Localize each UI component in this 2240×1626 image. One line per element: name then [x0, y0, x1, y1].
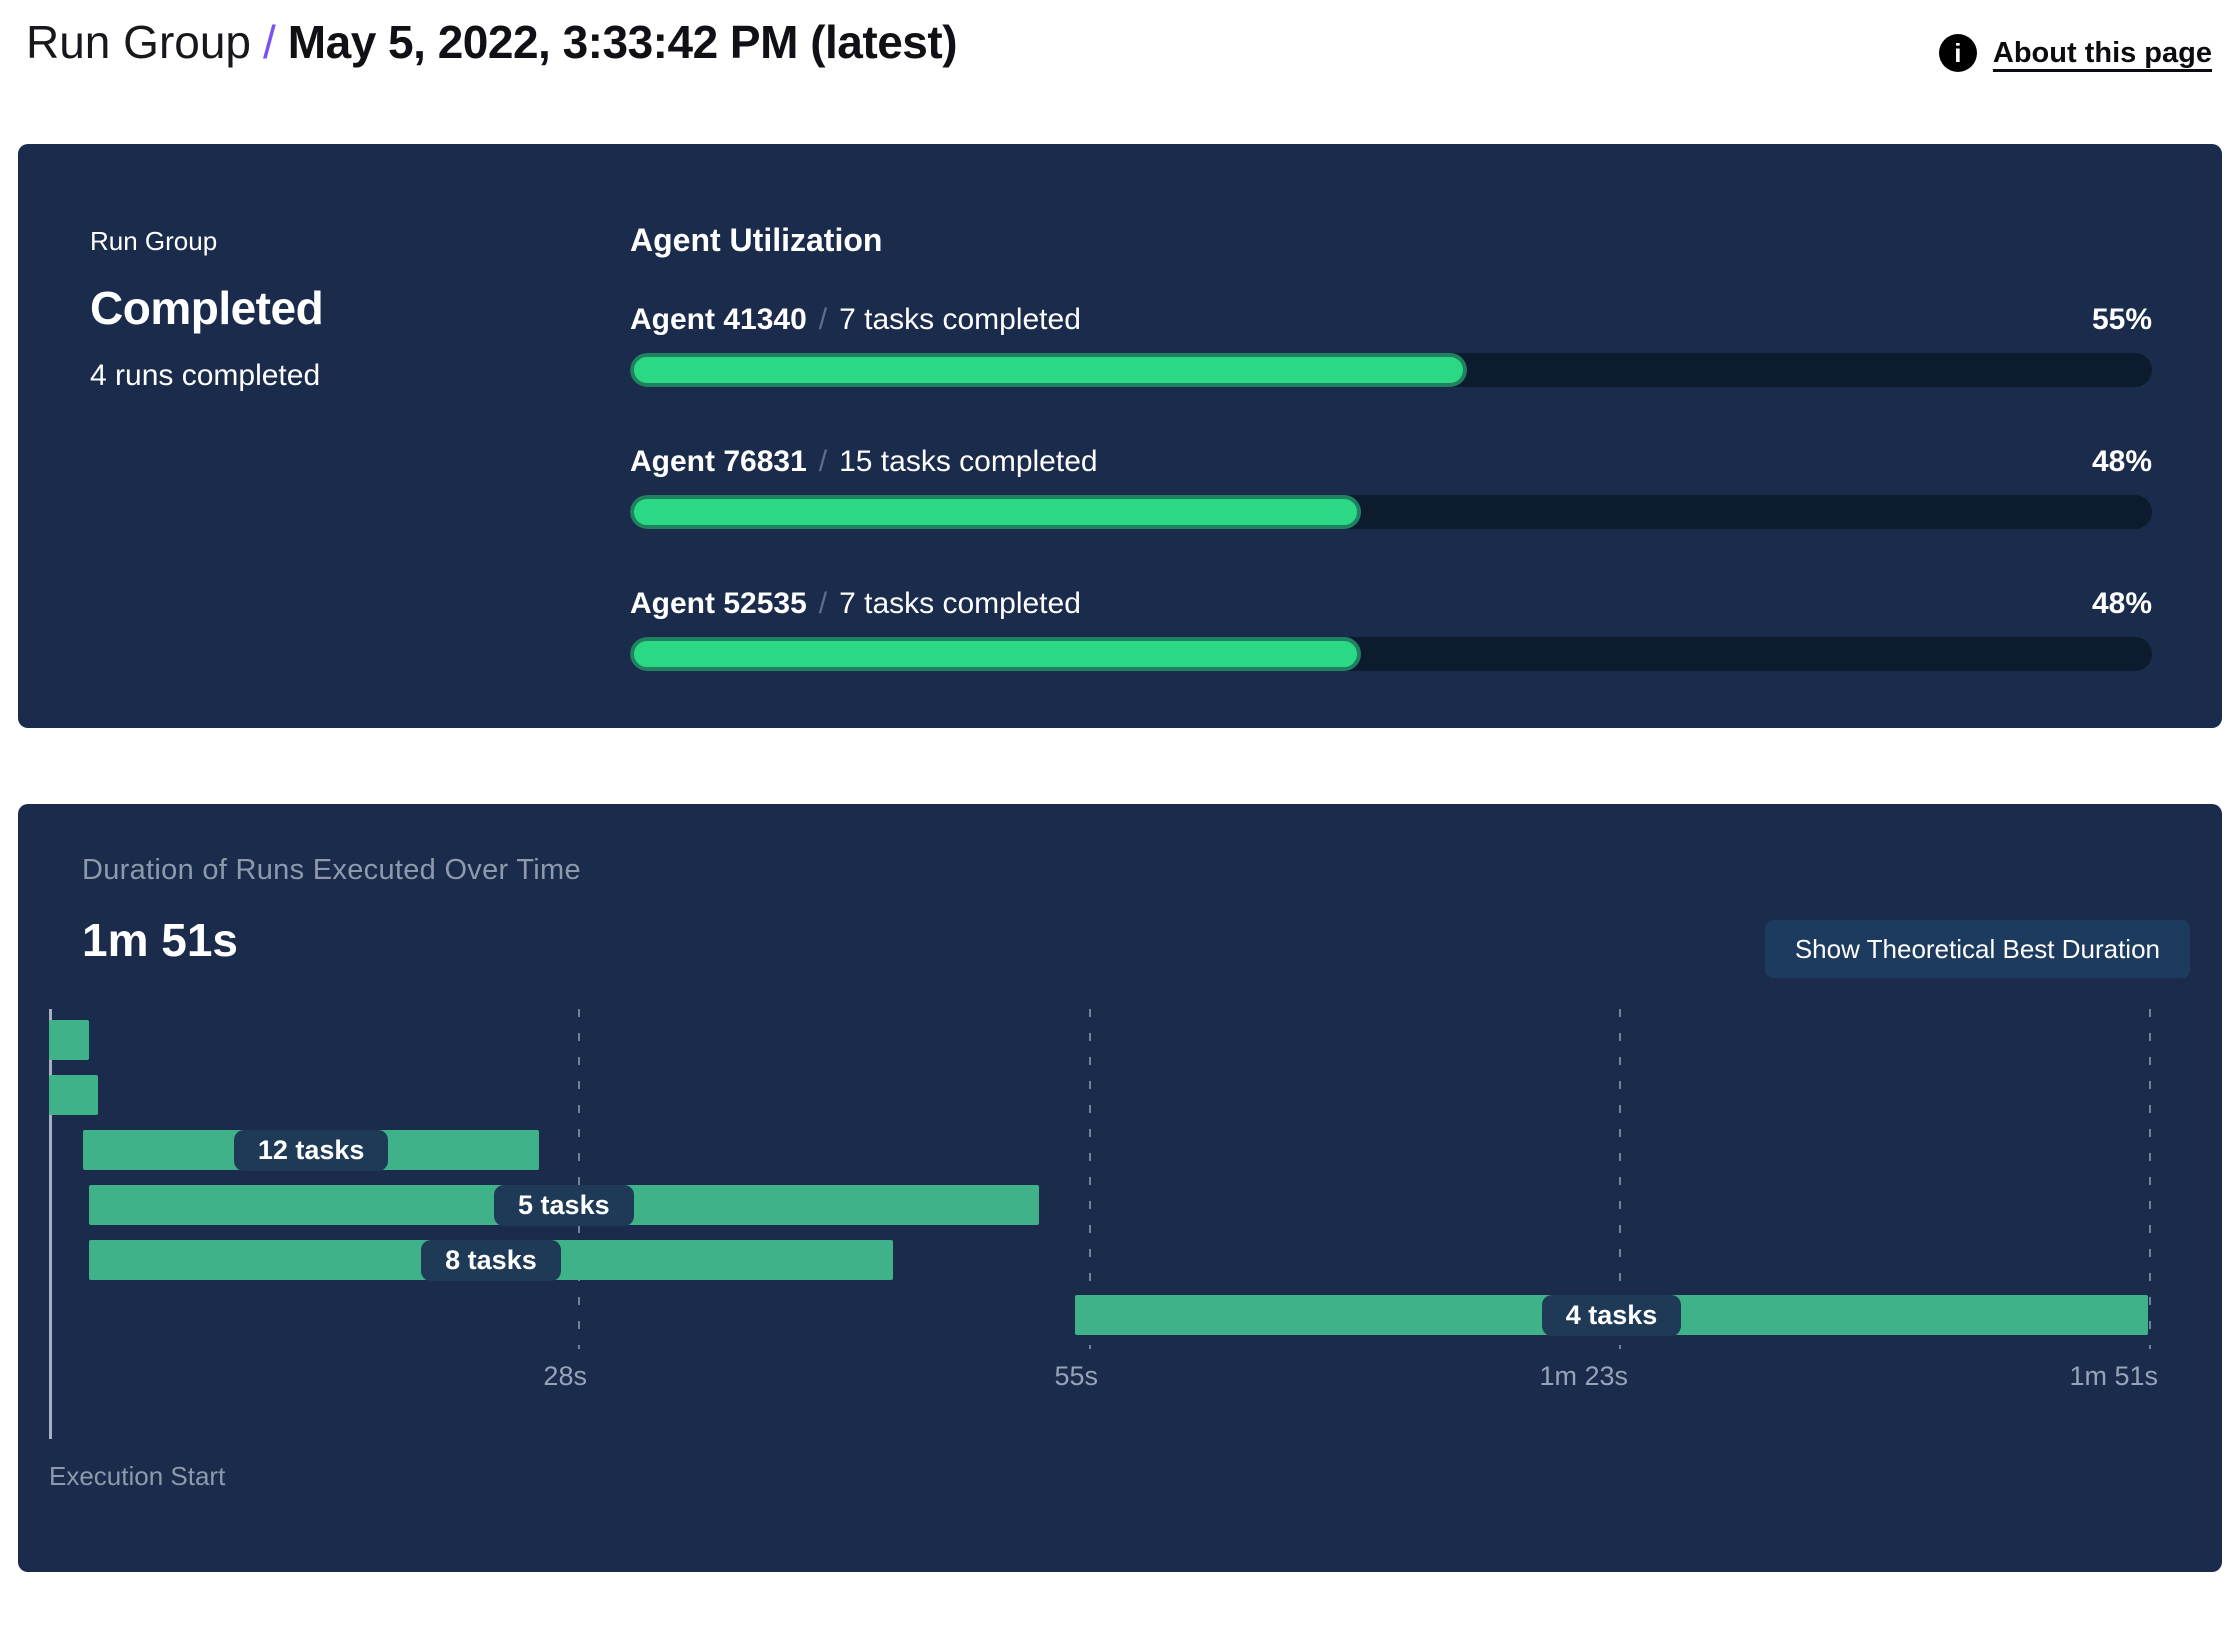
run-group-label: Run Group	[90, 226, 218, 256]
agent-utilization-row: Agent 76831 / 15 tasks completed 48%	[630, 445, 2152, 529]
axis-tick-label: 28s	[543, 1361, 587, 1391]
agent-utilization-rows: Agent 41340 / 7 tasks completed 55% Agen…	[630, 303, 2152, 671]
run-group-status-panel: Run Group Completed 4 runs completed Age…	[18, 144, 2222, 728]
task-count-badge: 12 tasks	[233, 1129, 389, 1171]
agent-name: Agent 41340	[630, 303, 807, 336]
run-duration-bar: 5 tasks	[88, 1184, 1039, 1226]
page-header: Run Group / May 5, 2022, 3:33:42 PM (lates…	[0, 0, 2240, 72]
agent-utilization-track	[630, 353, 2152, 387]
task-count-badge: 5 tasks	[494, 1184, 634, 1226]
duration-panel: Duration of Runs Executed Over Time 1m 5…	[18, 804, 2222, 1572]
run-duration-bar: 12 tasks	[83, 1129, 540, 1171]
run-duration-bar: 4 tasks	[1074, 1294, 2149, 1336]
axis-tick-label: 55s	[1054, 1361, 1099, 1391]
task-count-badge: 4 tasks	[1541, 1294, 1682, 1336]
run-group-summary: Run Group Completed 4 runs completed	[90, 208, 630, 728]
agent-utilization-track	[630, 495, 2152, 529]
gridline-1m-23s	[1619, 1009, 1622, 1349]
axis-tick-label: 1m 51s	[2069, 1361, 2158, 1391]
about-this-page-link[interactable]: About this page	[1992, 36, 2212, 69]
run-duration-bar: 8 tasks	[88, 1239, 894, 1281]
agent-utilization-percent: 48%	[2091, 445, 2152, 478]
info-icon[interactable]: i	[1938, 34, 1977, 72]
agent-utilization-row: Agent 41340 / 7 tasks completed 55%	[630, 303, 2152, 387]
gridline-55s	[1089, 1009, 1092, 1349]
agent-utilization-percent: 55%	[2091, 303, 2152, 336]
agent-separator: /	[818, 445, 828, 478]
agent-utilization-row: Agent 52535 / 7 tasks completed 48%	[630, 587, 2152, 671]
execution-start-label: Execution Start	[49, 1461, 226, 1491]
run-group-status: Completed	[90, 282, 324, 334]
about-this-page[interactable]: i About this page	[1938, 34, 2212, 72]
runs-completed-count: 4 runs completed	[90, 359, 321, 392]
agent-utilization-fill	[630, 495, 1361, 529]
axis-tick-label: 1m 23s	[1539, 1361, 1629, 1391]
agent-utilization-fill	[630, 353, 1468, 387]
gridline-28s	[577, 1009, 580, 1349]
gridline-1m-51s	[2149, 1009, 2151, 1349]
agent-utilization-heading: Agent Utilization	[630, 222, 883, 258]
agent-tasks-completed: 7 tasks completed	[839, 303, 1081, 336]
run-timestamp-title: May 5, 2022, 3:33:42 PM (latest)	[287, 16, 958, 68]
show-theoretical-best-duration-button[interactable]: Show Theoretical Best Duration	[1764, 920, 2190, 978]
page-title: Run Group / May 5, 2022, 3:33:42 PM (lates…	[26, 12, 958, 72]
agent-name: Agent 76831	[630, 445, 807, 478]
run-duration-bar	[49, 1020, 89, 1060]
agent-utilization-fill	[630, 637, 1361, 671]
total-duration-value: 1m 51s	[82, 914, 239, 966]
breadcrumb-separator: /	[263, 16, 276, 68]
agent-utilization-section: Agent Utilization Agent 41340 / 7 tasks …	[630, 208, 2152, 728]
agent-utilization-percent: 48%	[2091, 587, 2152, 620]
agent-utilization-track	[630, 637, 2152, 671]
duration-chart-title: Duration of Runs Executed Over Time	[82, 854, 581, 886]
agent-name: Agent 52535	[630, 587, 807, 620]
gantt-plot: Execution Start 28s 55s 1m 23s 1m 51s 12 tas…	[49, 1009, 2158, 1509]
execution-start-axis-line	[49, 1009, 52, 1439]
run-duration-bar	[49, 1075, 99, 1115]
agent-separator: /	[818, 587, 828, 620]
task-count-badge: 8 tasks	[421, 1239, 561, 1281]
agent-tasks-completed: 15 tasks completed	[839, 445, 1098, 478]
agent-separator: /	[818, 303, 828, 336]
breadcrumb-run-group: Run Group	[26, 16, 252, 68]
agent-tasks-completed: 7 tasks completed	[839, 587, 1081, 620]
